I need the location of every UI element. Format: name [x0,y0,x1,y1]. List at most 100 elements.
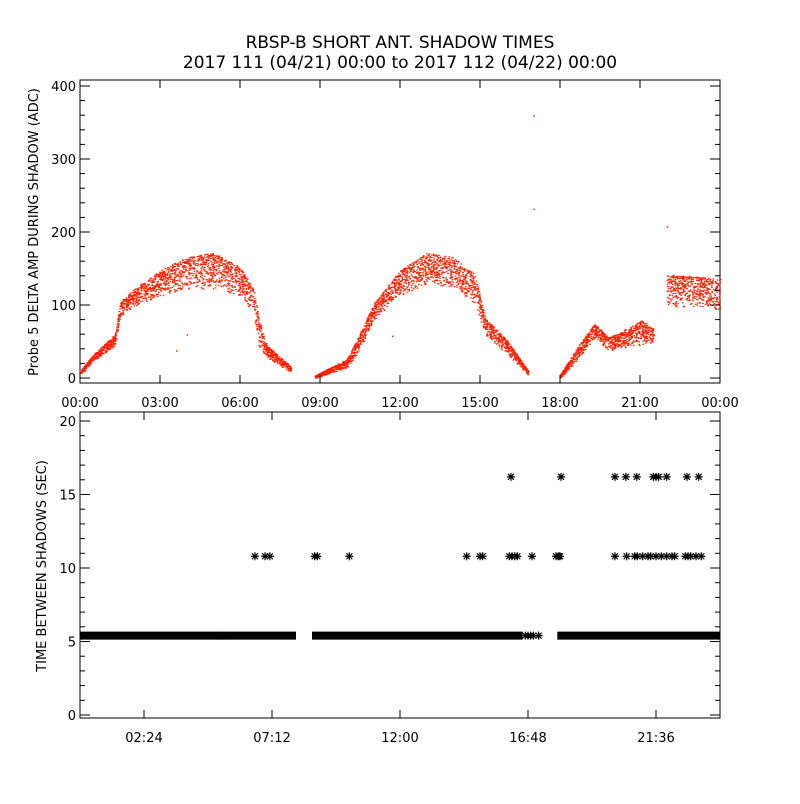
scatter-point [425,267,427,269]
scatter-point [286,366,289,368]
scatter-point [117,324,120,326]
scatter-point [211,276,214,278]
scatter-point [465,281,467,283]
scatter-point [156,296,159,298]
scatter-point [473,287,475,289]
scatter-point [614,343,617,345]
scatter-point [609,337,612,339]
scatter-point [171,273,174,275]
scatter-point [443,259,446,261]
scatter-point [368,317,371,320]
scatter-point [502,340,504,342]
scatter-point [239,291,242,293]
scatter-point [345,361,348,363]
scatter-point [450,281,453,283]
scatter-point [212,265,214,267]
scatter-point [149,289,151,291]
scatter-point [465,276,468,278]
scatter-point [347,357,350,359]
scatter-point [130,302,132,304]
scatter-point [212,279,214,282]
scatter-point [598,334,601,336]
scatter-point [435,274,437,276]
scatter-point [325,370,327,372]
scatter-point [625,346,627,349]
scatter-point [166,283,169,285]
scatter-point [602,335,605,337]
scatter-point [231,262,233,265]
scatter-point [440,282,443,284]
scatter-point [598,334,600,336]
scatter-point [172,280,175,282]
scatter-point [128,298,131,301]
scatter-point [144,293,146,295]
scatter-point [230,268,232,270]
scatter-point [435,268,438,270]
scatter-point [436,271,439,273]
scatter-point [406,271,409,273]
scatter-point [446,261,448,263]
scatter-point [372,309,375,311]
scatter-point [109,340,112,342]
scatter-point [373,317,376,319]
scatter-point [210,275,212,277]
scatter-point [116,328,118,330]
scatter-point [81,370,84,372]
scatter-point [642,334,645,336]
scatter-point [628,330,631,332]
scatter-point [419,269,421,271]
scatter-point [279,356,281,358]
scatter-point [470,285,472,287]
scatter-point [402,287,405,289]
scatter-point [152,294,155,296]
scatter-point [479,297,481,299]
scatter-point [143,297,145,299]
scatter-point [652,328,655,330]
scatter-point [445,261,447,263]
scatter-point [174,281,176,283]
scatter-point [280,358,283,360]
scatter-point [473,277,475,279]
scatter-point [468,271,470,273]
scatter-point [632,340,635,342]
scatter-point [580,353,583,355]
scatter-point [364,335,367,337]
scatter-point [334,366,337,368]
scatter-point [362,341,364,343]
scatter-point [162,273,164,275]
scatter-point [463,268,465,270]
scatter-point [465,295,467,297]
scatter-point [107,348,110,350]
scatter-point [208,257,210,259]
scatter-point [191,259,194,261]
scatter-point [352,347,355,349]
scatter-point [80,372,83,374]
scatter-point [583,346,585,348]
scatter-point [259,345,261,348]
scatter-point [387,285,390,287]
scatter-point [379,310,382,312]
scatter-point [458,281,460,283]
scatter-point [182,262,184,264]
scatter-point [401,270,403,272]
scatter-point [403,268,405,270]
scatter-point [516,354,518,356]
scatter-point [443,262,446,264]
scatter-point [196,277,198,279]
scatter-point [268,352,271,354]
scatter-point [367,319,370,322]
scatter-point [435,272,437,274]
scatter-point [391,286,394,288]
scatter-point [459,286,461,288]
scatter-point [206,266,209,268]
scatter-point [354,355,356,357]
scatter-point [417,259,419,261]
scatter-point [628,329,631,331]
scatter-point [360,340,362,342]
scatter-point [257,313,260,315]
scatter-point [121,307,124,309]
scatter-point [267,350,269,352]
scatter-point [630,333,633,336]
scatter-point [213,269,216,271]
scatter-point [493,335,495,337]
